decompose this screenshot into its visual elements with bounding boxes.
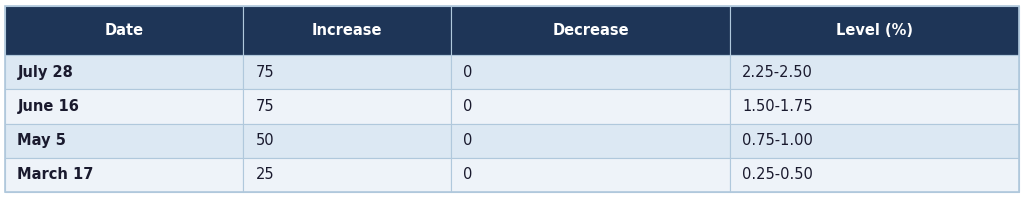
Text: June 16: June 16 [17, 99, 79, 114]
Text: 2.25-2.50: 2.25-2.50 [742, 65, 813, 80]
Bar [452, 158, 730, 192]
Bar [730, 6, 1019, 55]
Text: 1.50-1.75: 1.50-1.75 [742, 99, 813, 114]
Bar [5, 6, 244, 55]
Bar [5, 55, 244, 89]
Bar [730, 89, 1019, 124]
Text: 75: 75 [256, 99, 274, 114]
Text: 25: 25 [256, 168, 274, 183]
Bar [452, 6, 730, 55]
Text: July 28: July 28 [17, 65, 74, 80]
Text: 0.25-0.50: 0.25-0.50 [742, 168, 813, 183]
Bar [730, 124, 1019, 158]
Bar [244, 158, 452, 192]
Text: 50: 50 [256, 133, 274, 148]
Text: 0: 0 [464, 168, 473, 183]
Text: March 17: March 17 [17, 168, 94, 183]
Bar [244, 124, 452, 158]
Bar [452, 124, 730, 158]
Text: 0: 0 [464, 133, 473, 148]
Bar [5, 124, 244, 158]
Text: Level (%): Level (%) [836, 23, 913, 38]
Text: 0: 0 [464, 65, 473, 80]
Text: 75: 75 [256, 65, 274, 80]
Text: 0: 0 [464, 99, 473, 114]
Bar [452, 55, 730, 89]
Bar [452, 89, 730, 124]
Text: 0.75-1.00: 0.75-1.00 [742, 133, 813, 148]
Text: Increase: Increase [312, 23, 383, 38]
Bar [5, 89, 244, 124]
Bar [730, 55, 1019, 89]
Text: Date: Date [104, 23, 143, 38]
Text: May 5: May 5 [17, 133, 67, 148]
Bar [5, 158, 244, 192]
Bar [244, 89, 452, 124]
Bar [730, 158, 1019, 192]
Bar [244, 55, 452, 89]
Text: Decrease: Decrease [552, 23, 629, 38]
Bar [244, 6, 452, 55]
